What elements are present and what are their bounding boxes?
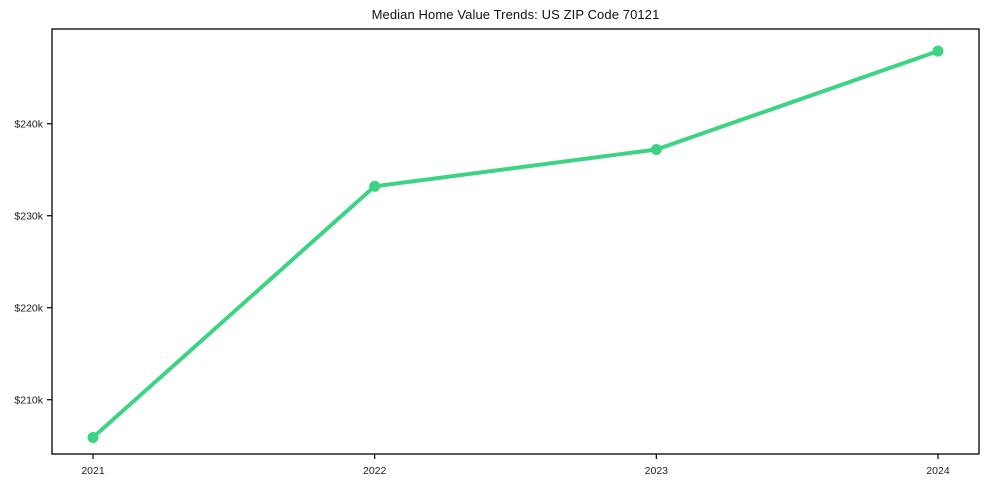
data-point-2023 <box>650 144 662 156</box>
y-tick-label: $240k <box>14 118 43 130</box>
data-point-2022 <box>369 180 381 192</box>
x-tick-label: 2023 <box>645 465 669 477</box>
trend-line <box>91 49 940 440</box>
data-point-2021 <box>87 431 99 443</box>
plot-frame <box>51 28 980 455</box>
y-tick-label: $220k <box>14 302 43 314</box>
x-tick-label: 2021 <box>81 465 105 477</box>
data-point-2024 <box>932 45 944 57</box>
chart-title: Median Home Value Trends: US ZIP Code 70… <box>371 7 660 22</box>
x-tick-label: 2024 <box>926 465 950 477</box>
x-tick-label: 2022 <box>363 465 387 477</box>
y-tick-label: $210k <box>14 394 43 406</box>
y-tick-label: $230k <box>14 210 43 222</box>
